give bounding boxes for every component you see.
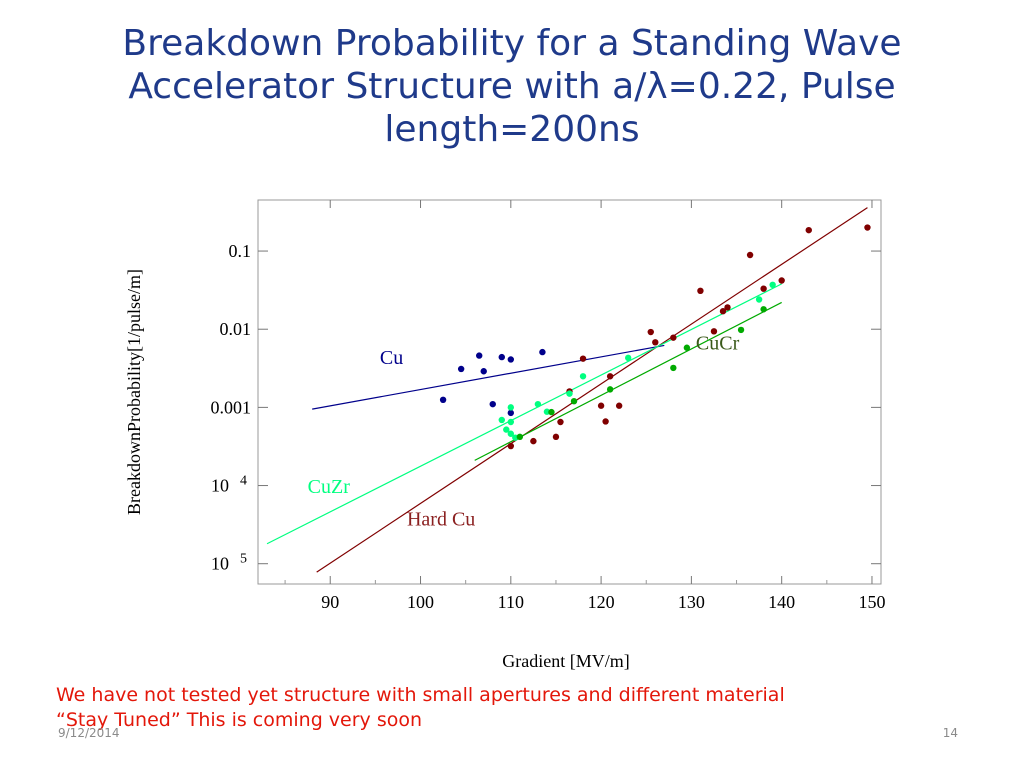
x-tick-label: 100 <box>407 592 434 612</box>
y-tick-label: 10 5 <box>211 552 247 574</box>
x-tick-label: 130 <box>678 592 705 612</box>
data-point-hard-cu <box>697 287 704 295</box>
data-point-cuzr <box>755 296 763 303</box>
data-point-cu <box>507 356 515 363</box>
data-point-hard-cu <box>507 442 515 450</box>
data-point-cuzr <box>566 390 573 397</box>
data-point-hard-cu <box>724 304 731 311</box>
x-axis-title: Gradient [MV/m] <box>502 651 629 671</box>
title-line: Accelerator Structure with a/λ=0.22, Pul… <box>128 66 896 108</box>
data-points <box>439 224 871 450</box>
data-point-cucr <box>683 344 691 351</box>
note-text: We have not tested yet structure with sm… <box>56 683 1016 732</box>
data-point-hard-cu <box>602 418 609 425</box>
x-tick-label: 90 <box>321 592 339 612</box>
data-point-hard-cu <box>615 402 623 409</box>
data-point-cucr <box>570 397 578 405</box>
fit-lines <box>266 207 868 573</box>
data-point-cuzr <box>498 416 505 424</box>
data-point-cucr <box>516 433 524 441</box>
fit-line-hard-cu <box>316 207 868 573</box>
x-tick-label: 150 <box>858 592 885 612</box>
y-tick-label: 10 4 <box>211 474 247 496</box>
x-tick-label: 120 <box>588 592 615 612</box>
data-point-hard-cu <box>670 334 677 341</box>
data-point-cucr <box>737 326 745 334</box>
data-point-cucr <box>606 386 614 393</box>
slide-title: Breakdown Probability for a Standing Wav… <box>60 22 964 152</box>
data-point-hard-cu <box>557 418 564 426</box>
y-axis-title: BreakdownProbability[1/pulse/m] <box>124 269 144 515</box>
data-point-hard-cu <box>647 328 654 336</box>
x-tick-label: 140 <box>768 592 795 612</box>
data-point-cucr <box>760 306 767 313</box>
data-point-cuzr <box>769 281 776 289</box>
data-point-hard-cu <box>864 224 871 231</box>
x-tick-label: 110 <box>498 592 524 612</box>
data-point-cucr <box>548 408 555 416</box>
data-point-cuzr <box>503 426 510 433</box>
data-point-hard-cu <box>579 355 587 362</box>
fit-line-cucr <box>474 301 782 461</box>
data-point-hard-cu <box>778 277 785 284</box>
data-point-cu <box>539 348 546 356</box>
note-line: We have not tested yet structure with sm… <box>56 684 785 706</box>
plot-frame <box>257 199 882 585</box>
y-tick-label: 0.1 <box>229 241 252 261</box>
series-label-cu: Cu <box>380 347 403 369</box>
y-tick-label: 0.001 <box>211 397 252 417</box>
footer-date: 9/12/2014 <box>58 726 120 740</box>
data-point-cu <box>498 353 505 361</box>
fit-line-cu <box>312 344 665 410</box>
data-point-cu <box>480 368 487 375</box>
data-point-hard-cu <box>805 226 812 234</box>
data-point-hard-cu <box>552 433 560 441</box>
data-point-cu <box>476 352 483 359</box>
data-point-hard-cu <box>719 308 727 315</box>
data-point-cuzr <box>507 430 515 437</box>
data-point-cuzr <box>624 354 632 362</box>
data-point-cu <box>457 365 465 373</box>
tick-marks <box>258 200 881 584</box>
title-line: length=200ns <box>384 109 640 151</box>
data-point-cucr <box>670 364 677 372</box>
data-point-hard-cu <box>710 328 718 335</box>
data-point-cuzr <box>579 373 587 380</box>
data-point-hard-cu <box>597 402 605 409</box>
data-point-hard-cu <box>606 373 614 380</box>
data-point-cuzr <box>507 418 515 426</box>
series-label-cucr: CuCr <box>696 333 740 355</box>
data-point-cu <box>489 400 496 408</box>
data-point-hard-cu <box>746 251 754 259</box>
data-point-hard-cu <box>652 339 659 346</box>
title-line: Breakdown Probability for a Standing Wav… <box>122 23 902 64</box>
data-point-cuzr <box>534 400 542 408</box>
axis-labels: 90 100 110 120 130 140 150 0.1 0.01 0.001 10 4 10 5 Cu… <box>211 241 886 612</box>
note-line: “Stay Tuned” This is coming very soon <box>56 708 423 731</box>
page-number: 14 <box>942 726 958 740</box>
data-point-hard-cu <box>760 285 767 292</box>
series-label-hard-cu: Hard Cu <box>407 508 475 530</box>
data-point-hard-cu <box>530 437 537 445</box>
data-point-cuzr <box>507 404 515 411</box>
data-point-cu <box>439 396 447 404</box>
series-label-cuzr: CuZr <box>308 476 351 498</box>
fit-line-cuzr <box>266 283 782 545</box>
data-point-cu <box>507 409 515 417</box>
y-tick-label: 0.01 <box>220 319 252 339</box>
